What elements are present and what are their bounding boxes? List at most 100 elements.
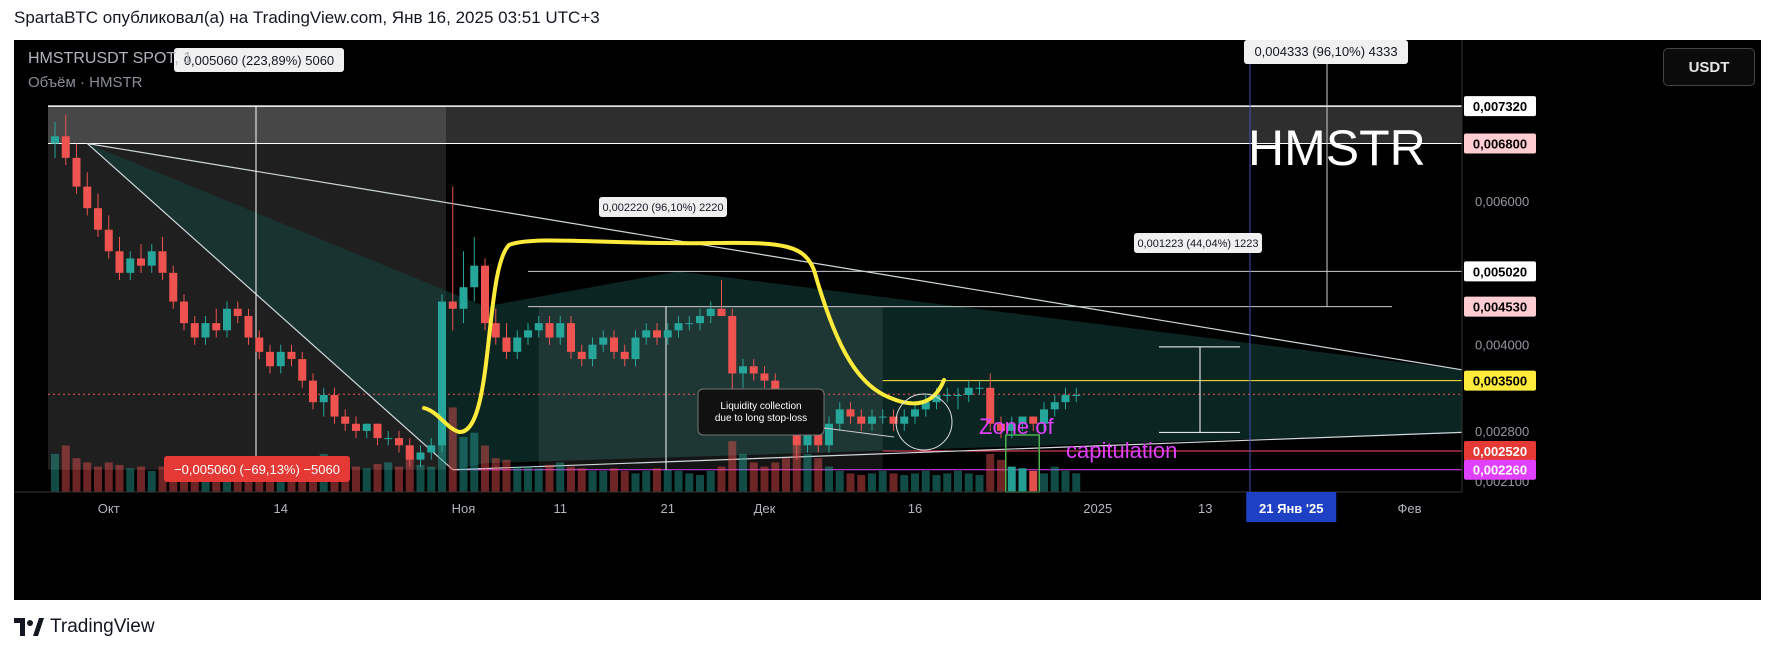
price-level-badge <box>1464 261 1536 282</box>
volume-bar <box>352 466 360 492</box>
candle-body <box>491 323 500 338</box>
volume-bar <box>642 470 651 492</box>
candle-body <box>352 423 360 431</box>
volume-bar <box>513 466 522 492</box>
price-level-label: 0,007320 <box>1473 99 1527 114</box>
volume-bar <box>986 453 995 492</box>
volume-bar <box>782 458 790 492</box>
candle-body <box>330 394 339 417</box>
candle-body <box>362 423 371 431</box>
candle-body <box>169 272 178 302</box>
volume-indicator-label[interactable]: Объём · HMSTR <box>28 74 143 91</box>
candle-body <box>83 186 92 209</box>
candle-body <box>137 258 145 266</box>
candle-body <box>954 394 962 396</box>
measure-label-right: 0,001223 (44,04%) 1223 <box>1137 238 1258 250</box>
candle-body <box>739 366 747 374</box>
time-tick: Окт <box>98 501 120 516</box>
measure-label-mid-box <box>599 197 727 217</box>
price-level-badge <box>1464 96 1536 117</box>
tradingview-footer[interactable]: TradingView <box>14 616 155 638</box>
volume-bar <box>137 466 145 492</box>
volume-bar <box>395 466 403 492</box>
candle-body <box>588 344 597 360</box>
volume-bar <box>599 470 608 492</box>
volume-bar <box>1072 473 1081 492</box>
measure-label-mid: 0,002220 (96,10%) 2220 <box>602 202 723 214</box>
volume-bar <box>771 462 780 492</box>
volume-bar <box>857 475 866 492</box>
volume-bar <box>459 437 468 492</box>
candle-body <box>341 416 350 424</box>
price-level-label: 0,002520 <box>1473 444 1527 459</box>
volume-bar <box>717 466 726 492</box>
candle-body <box>803 430 812 446</box>
date-marker-label: 21 Янв '25 <box>1259 501 1323 516</box>
volume-bar <box>373 464 382 492</box>
volume-bar <box>567 466 575 492</box>
volume-bar <box>932 475 941 492</box>
volume-bar <box>900 475 909 492</box>
volume-bar <box>481 445 489 492</box>
volume-bar <box>491 458 500 492</box>
watermark-ticker: HMSTR <box>1248 120 1426 176</box>
candle-body <box>696 315 704 324</box>
volume-bar <box>868 473 876 492</box>
descending-trendline <box>87 142 1463 371</box>
candle-body <box>857 416 866 424</box>
candle-body <box>481 265 489 324</box>
currency-button[interactable]: USDT <box>1663 48 1755 86</box>
volume-bar <box>72 458 81 492</box>
time-tick: 11 <box>554 501 568 516</box>
candle-body <box>319 394 328 403</box>
capitulation-circle <box>895 393 953 451</box>
candle-body <box>900 416 909 424</box>
volume-bar <box>696 475 704 492</box>
candle-body <box>373 423 382 439</box>
resistance-band <box>48 106 1462 144</box>
ascending-trendline <box>452 431 1463 471</box>
candle-body <box>1029 416 1038 424</box>
price-axis-bg <box>1462 40 1761 600</box>
volume-bar <box>556 462 565 492</box>
candle-body <box>599 337 608 345</box>
time-tick: 21 <box>661 501 675 516</box>
candle-body <box>180 301 188 324</box>
candle-body <box>631 337 640 360</box>
volume-bar <box>384 462 393 492</box>
candle-body <box>642 330 651 338</box>
publish-header: SpartaBTC опубликовал(а) на TradingView.… <box>14 8 600 27</box>
liquidity-note-line2: due to long stop-loss <box>715 413 807 424</box>
candle-body <box>943 394 952 396</box>
candle-body <box>814 430 823 446</box>
volume-bar <box>147 470 156 492</box>
volume-bar <box>83 462 92 492</box>
symbol-label[interactable]: HMSTRUSDT SPOT, 1 <box>28 50 193 67</box>
candle-body <box>577 351 586 360</box>
candle-body <box>1061 394 1070 403</box>
tradingview-brand-text: TradingView <box>50 616 155 637</box>
price-chart[interactable]: 0,005060 (223,89%) 5060 −0,005060 (−69,13… <box>14 40 1761 600</box>
volume-bar <box>502 459 511 492</box>
chart-frame[interactable]: 0,005060 (223,89%) 5060 −0,005060 (−69,13… <box>14 40 1761 600</box>
volume-bar <box>803 453 812 492</box>
time-tick: Ноя <box>452 501 476 516</box>
candle-body <box>1050 402 1059 410</box>
time-tick: 13 <box>1198 501 1212 516</box>
liquidity-note-pointer <box>823 427 895 438</box>
candle-body <box>126 258 135 273</box>
volume-bar <box>846 473 855 492</box>
volume-bar <box>706 470 715 492</box>
candle-body <box>674 323 683 331</box>
volume-bar <box>792 445 801 492</box>
measure-label-right-box <box>1134 233 1262 253</box>
candle-body <box>1040 409 1048 424</box>
candle-body <box>975 387 984 389</box>
price-level-label: 0,002260 <box>1473 463 1527 478</box>
liquidity-note-box <box>697 388 825 436</box>
volume-bar <box>94 466 102 492</box>
time-tick: 14 <box>274 501 288 516</box>
volume-bar <box>1018 468 1027 492</box>
liquidity-note-line1: Liquidity collection <box>720 401 801 412</box>
volume-bar <box>997 459 1005 492</box>
